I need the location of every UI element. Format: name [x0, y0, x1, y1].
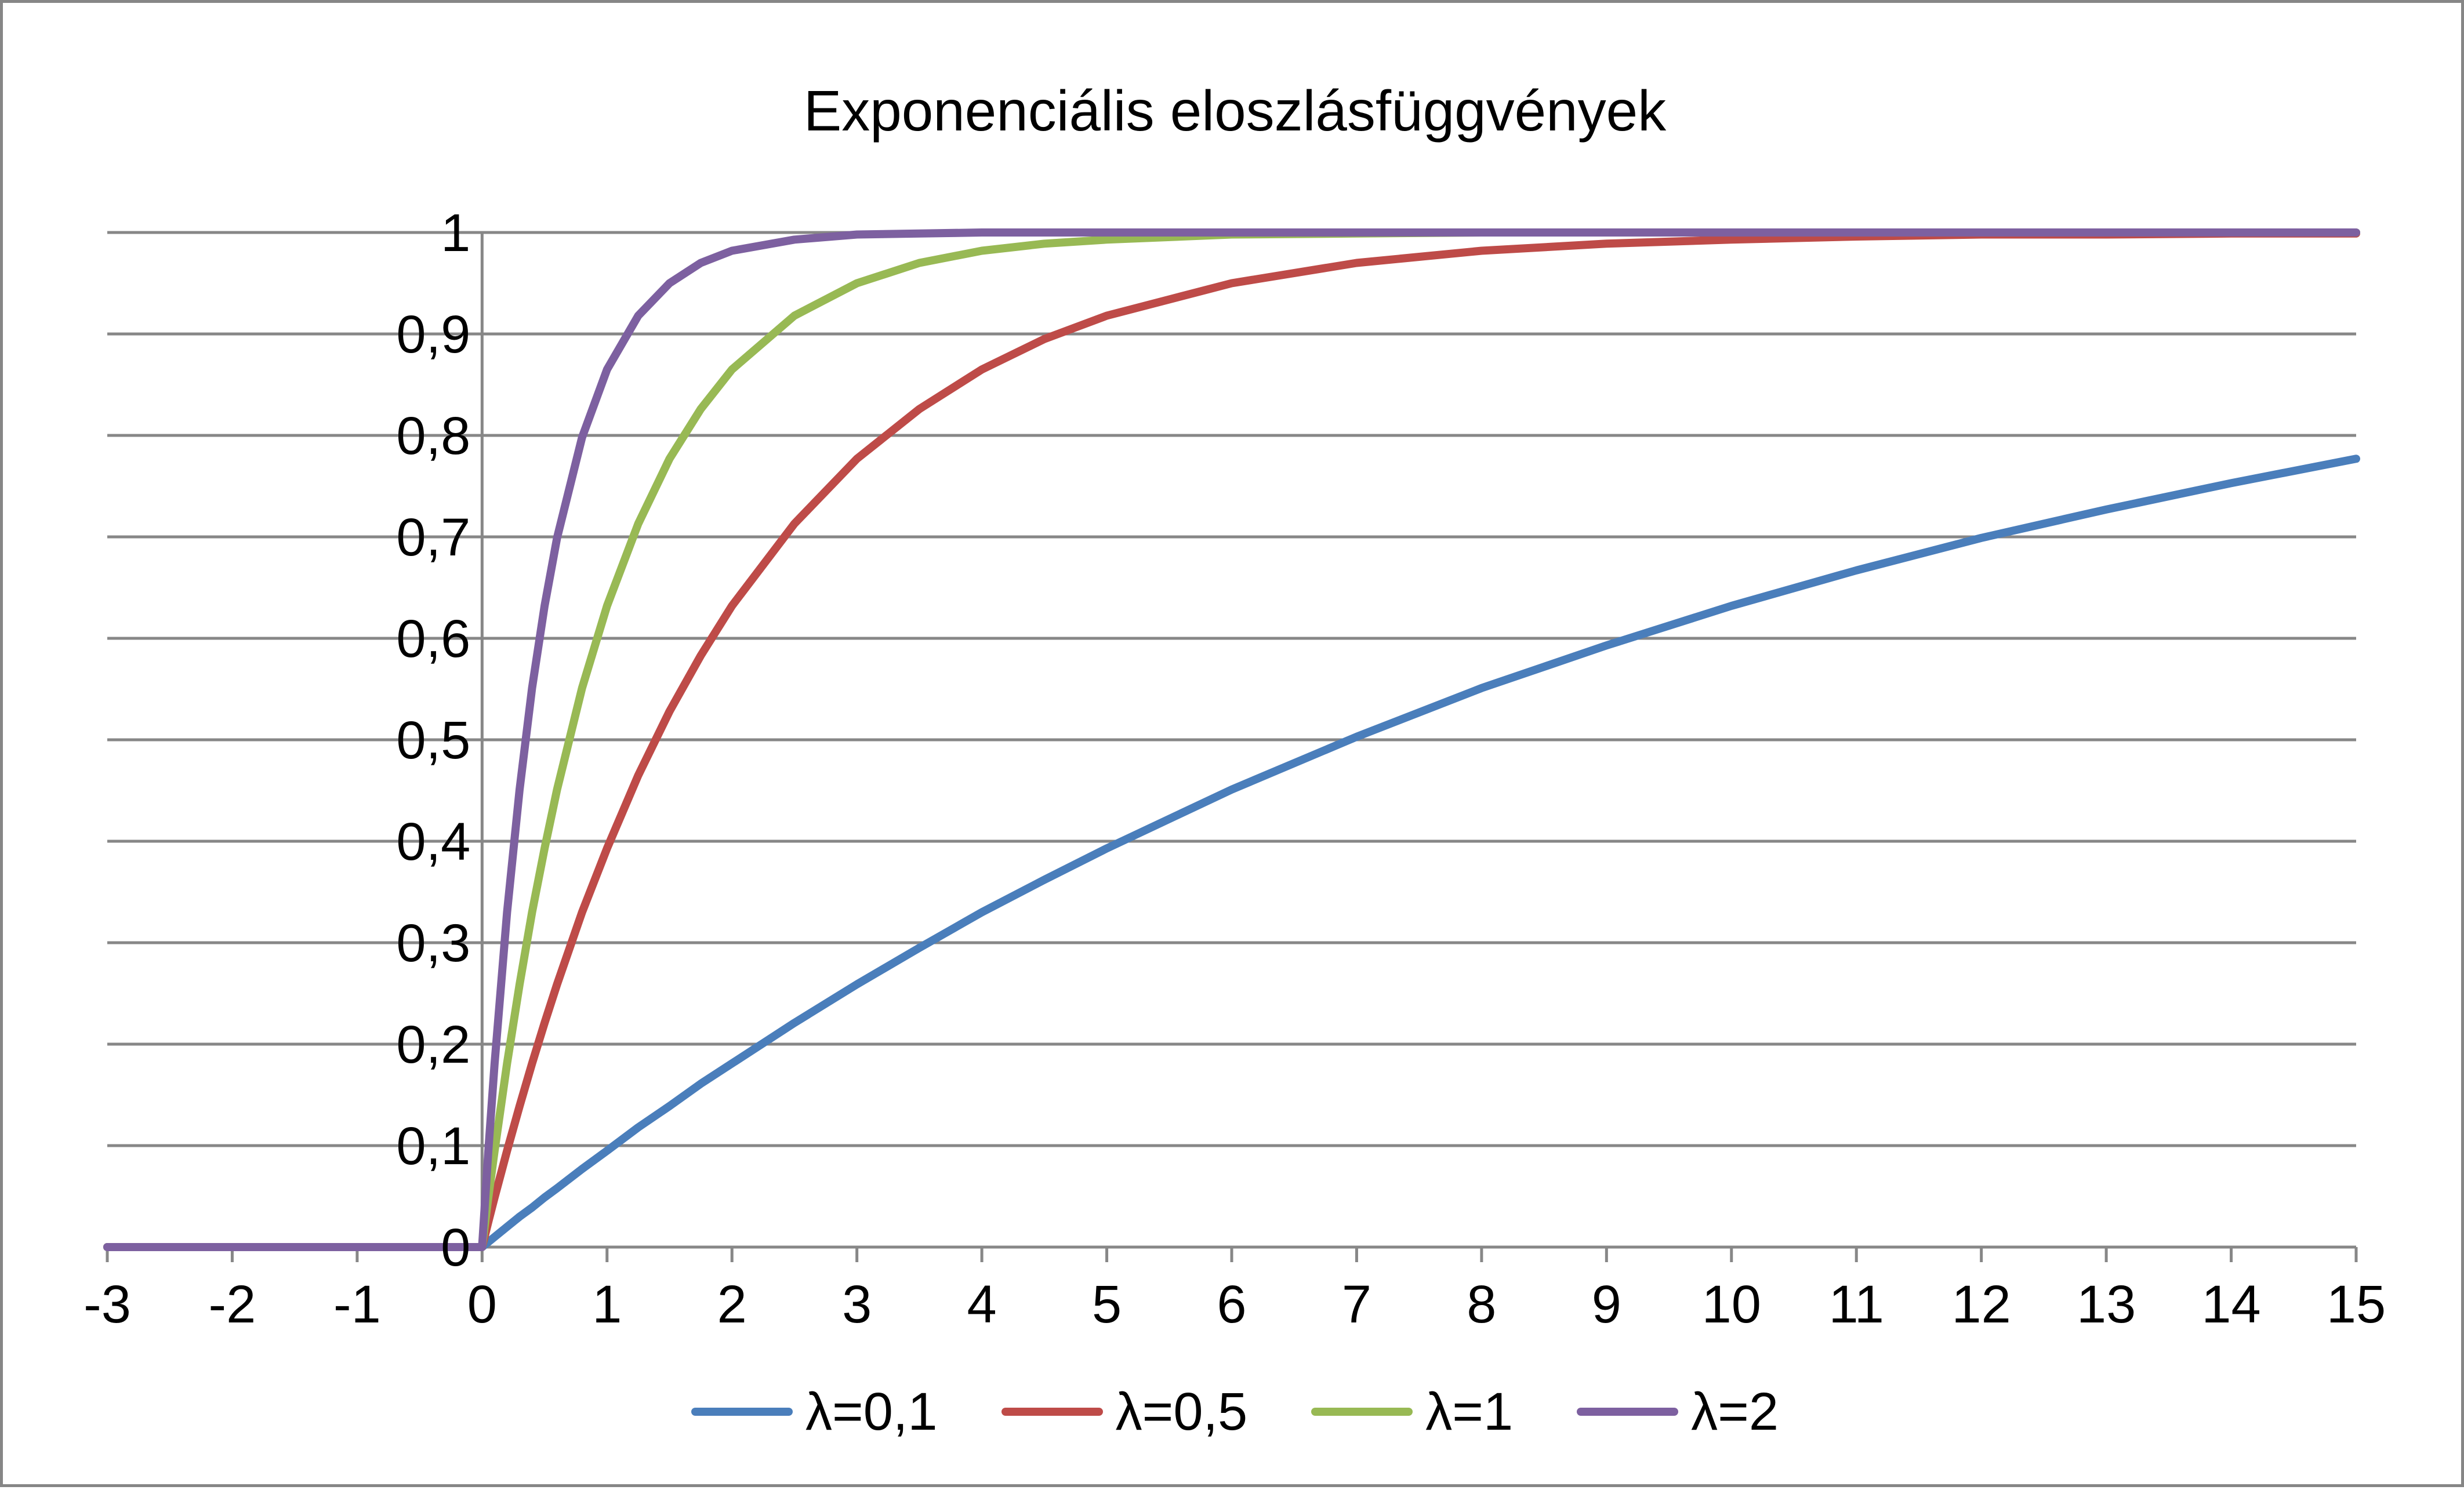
y-tick-label: 0 [441, 1218, 470, 1277]
y-tick-label: 0,7 [396, 508, 470, 567]
x-tick-label: -1 [333, 1275, 381, 1334]
legend-label: λ=1 [1425, 1382, 1514, 1441]
y-tick-label: 0,2 [396, 1015, 470, 1074]
x-tick-label: 1 [592, 1275, 622, 1334]
x-tick-label: 9 [1592, 1275, 1621, 1334]
x-tick-label: 0 [467, 1275, 497, 1334]
x-tick-label: 12 [1951, 1275, 2011, 1334]
x-tick-label: 13 [2077, 1275, 2136, 1334]
series-line-3 [103, 228, 2360, 1251]
y-tick-label: 0,8 [396, 406, 470, 466]
legend: λ=0,1 λ=0,5 λ=1 λ=2 [3, 1380, 2464, 1444]
legend-item-1: λ=0,5 [1001, 1382, 1248, 1442]
y-tick-label: 1 [441, 203, 470, 263]
x-tick-label: 10 [1702, 1275, 1761, 1334]
x-tick-label: 14 [2201, 1275, 2260, 1334]
x-tick-label: 8 [1467, 1275, 1496, 1334]
series-layer [103, 228, 2360, 1251]
y-tick-label: 0,4 [396, 812, 470, 871]
legend-item-3: λ=2 [1577, 1382, 1779, 1442]
x-tick-label: 15 [2327, 1275, 2386, 1334]
legend-item-2: λ=1 [1311, 1382, 1513, 1442]
y-tick-label: 0,6 [396, 609, 470, 668]
legend-swatch [1311, 1408, 1413, 1416]
x-tick-label: 7 [1342, 1275, 1371, 1334]
x-tick-label: 5 [1092, 1275, 1122, 1334]
x-tick-label: -3 [84, 1275, 131, 1334]
x-tick-label: 6 [1217, 1275, 1246, 1334]
series-line-0 [103, 455, 2360, 1251]
x-tick-label: 3 [842, 1275, 872, 1334]
tick-label-layer: 00,10,20,30,40,50,60,70,80,91-3 -2 -1 0 1 2 3 4… [84, 203, 2386, 1334]
legend-swatch [691, 1408, 793, 1416]
legend-label: λ=0,5 [1115, 1382, 1248, 1441]
legend-swatch [1001, 1408, 1103, 1416]
y-tick-label: 0,1 [396, 1117, 470, 1176]
x-tick-label: 4 [967, 1275, 997, 1334]
y-tick-label: 0,3 [396, 914, 470, 973]
series-line-1 [103, 229, 2360, 1251]
y-tick-label: 0,9 [396, 305, 470, 364]
y-tick-label: 0,5 [396, 711, 470, 770]
legend-label: λ=0,1 [805, 1382, 938, 1441]
chart-title: Exponenciális eloszlásfüggvények [803, 79, 1667, 143]
legend-label: λ=2 [1691, 1382, 1779, 1441]
x-tick-label: -2 [209, 1275, 256, 1334]
legend-item-0: λ=0,1 [691, 1382, 938, 1442]
plot-area: 00,10,20,30,40,50,60,70,80,91-3 -2 -1 0 1 2 3 4… [84, 203, 2386, 1334]
x-tick-label: 2 [717, 1275, 747, 1334]
legend-swatch [1577, 1408, 1679, 1416]
x-tick-label: 11 [1828, 1275, 1884, 1334]
